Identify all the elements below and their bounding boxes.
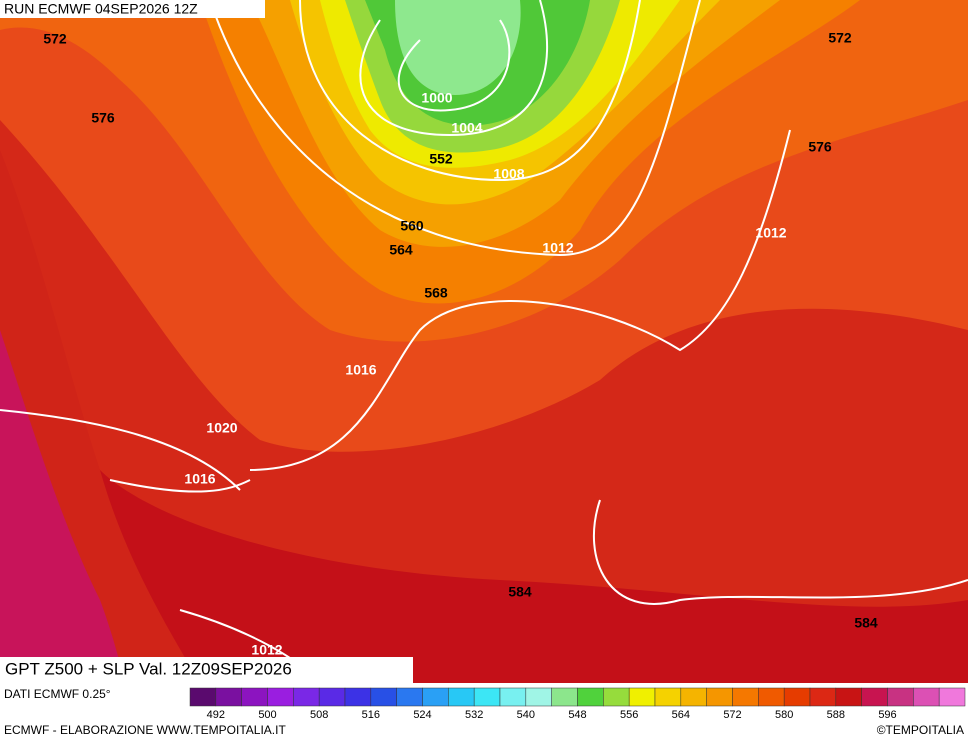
colorbar-tick-label: 500 [258, 709, 276, 721]
color-swatch [525, 687, 552, 707]
height-label: 584 [508, 584, 532, 600]
color-swatch [861, 687, 888, 707]
color-swatch [215, 687, 242, 707]
color-swatch [241, 687, 268, 707]
colorbar-tick-label: 556 [620, 709, 638, 721]
pressure-label: 1004 [451, 120, 482, 136]
color-swatch [783, 687, 811, 707]
pressure-label: 1012 [542, 240, 573, 256]
color-swatch [654, 687, 682, 707]
height-label: 568 [424, 285, 448, 301]
height-label: 576 [91, 110, 115, 126]
isobar [397, 19, 511, 112]
color-swatch [293, 687, 320, 707]
colorbar-tick-label: 540 [517, 709, 535, 721]
height-label: 552 [429, 151, 453, 167]
height-label: 584 [854, 615, 878, 631]
colorbar-tick-label: 572 [723, 709, 741, 721]
pressure-label: 1012 [251, 642, 282, 658]
color-swatch [370, 687, 397, 707]
isobar [299, 0, 641, 182]
color-swatch [758, 687, 785, 707]
pressure-label: 1008 [493, 166, 524, 182]
color-swatch [577, 687, 604, 707]
contour-labels: 572 576 552 572 576 560 564 568 584 584 1000 1004 10… [43, 30, 878, 658]
isobars [0, 0, 968, 605]
color-swatch [887, 687, 914, 707]
isobar [209, 0, 701, 257]
color-swatch [448, 687, 475, 707]
isobar [249, 129, 791, 471]
color-swatch [938, 687, 966, 707]
color-swatch [732, 687, 759, 707]
color-swatch [189, 687, 217, 707]
footer-left: ECMWF - ELABORAZIONE WWW.TEMPOITALIA.IT [4, 723, 286, 737]
footer-right: ©TEMPOITALIA [877, 723, 964, 737]
pressure-label: 1000 [421, 90, 452, 106]
color-swatch [396, 687, 423, 707]
header-box [0, 0, 265, 18]
pressure-label: 1016 [184, 471, 215, 487]
colorbar-tick-label: 548 [568, 709, 586, 721]
color-swatch [835, 687, 862, 707]
height-label: 572 [828, 30, 852, 46]
colorbar: 492 500 508 516 524 532 540 548 556 564 572 580 588 5… [189, 687, 966, 721]
data-source: DATI ECMWF 0.25° [4, 687, 111, 701]
pressure-label: 1020 [206, 420, 237, 436]
run-label: RUN ECMWF 04SEP2026 12Z [4, 1, 198, 17]
color-swatch [913, 687, 940, 707]
isobar [359, 0, 549, 137]
colorbar-tick-label: 564 [672, 709, 690, 721]
colorbar-tick-label: 524 [413, 709, 431, 721]
colorbar-tick-label: 588 [827, 709, 845, 721]
pressure-label: 1012 [755, 225, 786, 241]
color-swatch [603, 687, 630, 707]
colorbar-tick-label: 508 [310, 709, 328, 721]
pressure-label: 1016 [345, 362, 376, 378]
color-swatch [628, 687, 656, 707]
color-swatch [809, 687, 837, 707]
height-label: 560 [400, 218, 424, 234]
colorbar-tick-label: 492 [207, 709, 225, 721]
map-title: GPT Z500 + SLP Val. 12Z09SEP2026 [5, 659, 292, 678]
color-swatch [267, 687, 294, 707]
color-swatch [680, 687, 707, 707]
band-left-low [0, 330, 125, 683]
height-label: 572 [43, 31, 67, 47]
colorbar-tick-label: 580 [775, 709, 793, 721]
colorbar-tick-label: 516 [362, 709, 380, 721]
map: 572 576 552 572 576 560 564 568 584 584 1000 1004 10… [0, 0, 968, 684]
colorbar-tick-label: 596 [878, 709, 896, 721]
color-swatch [422, 687, 449, 707]
isobar [0, 409, 241, 491]
color-swatch [318, 687, 346, 707]
colorbar-tick-label: 532 [465, 709, 483, 721]
color-swatch [499, 687, 527, 707]
height-label: 576 [808, 139, 832, 155]
isobar [592, 499, 968, 605]
color-swatch [551, 687, 578, 707]
title-box [0, 657, 413, 683]
height-label: 564 [389, 242, 413, 258]
color-swatch [344, 687, 372, 707]
color-swatch [473, 687, 501, 707]
band-544 [395, 0, 521, 95]
color-swatch [706, 687, 733, 707]
